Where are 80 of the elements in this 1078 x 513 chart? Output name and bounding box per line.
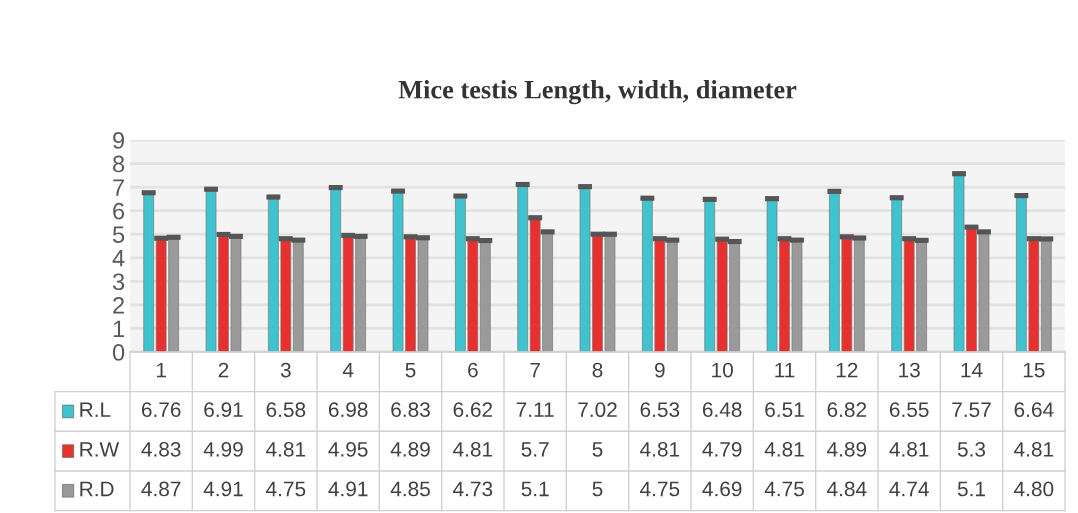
data-label: 4.85 [390, 481, 430, 497]
data-label: 4.91 [203, 481, 243, 497]
y-tick-label: 6 [113, 202, 125, 220]
bar [330, 187, 342, 352]
data-label: 4.69 [702, 481, 742, 497]
x-tick-label: 12 [836, 362, 858, 378]
bar [517, 184, 529, 352]
data-label: 4.81 [1014, 441, 1054, 457]
x-tick-label: 9 [655, 362, 665, 378]
y-tick-label: 2 [113, 296, 124, 314]
x-tick-label: 4 [342, 362, 354, 378]
data-label: 4.87 [141, 481, 181, 497]
x-tick-label: 15 [1023, 362, 1045, 378]
data-label: 4.73 [453, 481, 493, 497]
bar [143, 192, 155, 352]
data-label: 4.81 [640, 441, 680, 457]
x-tick-label: 3 [280, 362, 291, 378]
data-label: 5.1 [957, 481, 985, 497]
y-tick-label: 5 [112, 226, 125, 244]
data-label: 5.3 [957, 441, 986, 457]
x-tick-label: 5 [405, 362, 416, 378]
data-label: 6.58 [266, 402, 306, 418]
data-label: 4.75 [266, 481, 306, 497]
data-label: 6.48 [702, 402, 742, 418]
data-label: 6.76 [141, 402, 181, 418]
data-label: 5 [592, 481, 603, 497]
data-label: 6.62 [453, 402, 493, 418]
data-label: 6.83 [391, 402, 430, 418]
bar [704, 199, 716, 352]
data-label: 4.81 [764, 441, 804, 457]
y-tick-label: 3 [112, 273, 125, 291]
legend-label: R.D [80, 481, 114, 497]
data-label: 4.81 [453, 441, 493, 457]
x-tick-label: 2 [218, 362, 229, 378]
data-label: 5 [592, 442, 603, 457]
chart-title: Mice testis Length, width, diameter [398, 80, 797, 105]
x-tick-label: 10 [712, 362, 733, 378]
data-label: 4.81 [266, 441, 306, 457]
data-label: 6.91 [204, 402, 243, 418]
data-label: 6.98 [328, 402, 368, 418]
legend-label: R.L [80, 402, 111, 417]
y-tick-label: 8 [113, 155, 125, 173]
bar [479, 240, 491, 352]
data-label: 4.99 [203, 441, 243, 457]
data-label: 6.64 [1014, 402, 1054, 418]
data-label: 6.51 [765, 402, 804, 418]
legend-label: R.W [80, 442, 120, 457]
data-label: 4.75 [640, 481, 680, 497]
x-tick-label: 11 [775, 362, 795, 378]
y-tick-label: 7 [113, 179, 124, 196]
data-label: 7.57 [952, 402, 991, 418]
data-label: 4.83 [141, 441, 181, 457]
data-label: 7.02 [578, 402, 617, 418]
data-label: 6.82 [827, 402, 867, 418]
data-label: 6.55 [889, 402, 929, 418]
x-tick-label: 1 [156, 362, 166, 378]
data-label: 4.89 [390, 441, 430, 457]
data-label: 7.11 [516, 402, 554, 417]
bar [891, 197, 903, 352]
x-tick-label: 7 [530, 362, 540, 378]
data-label: 4.74 [889, 481, 929, 497]
x-tick-label: 13 [899, 362, 920, 378]
data-label: 4.91 [328, 481, 368, 497]
y-tick-label: 0 [112, 344, 125, 361]
data-label: 4.79 [702, 441, 742, 457]
x-tick-label: 8 [592, 362, 603, 378]
x-tick-label: 6 [468, 362, 478, 378]
data-label: 5.1 [521, 481, 549, 497]
data-label: 4.84 [827, 481, 867, 497]
x-tick-label: 14 [961, 362, 983, 378]
data-label: 4.75 [764, 481, 804, 497]
data-label: 6.53 [640, 402, 680, 418]
data-label: 4.80 [1014, 481, 1054, 497]
y-tick-label: 1 [113, 320, 124, 337]
data-label: 4.89 [827, 441, 867, 457]
data-label: 4.95 [328, 441, 368, 457]
data-label: 4.81 [889, 441, 929, 457]
data-label: 5.7 [521, 442, 549, 457]
y-tick-label: 4 [112, 250, 125, 267]
y-tick-label: 9 [113, 132, 125, 149]
